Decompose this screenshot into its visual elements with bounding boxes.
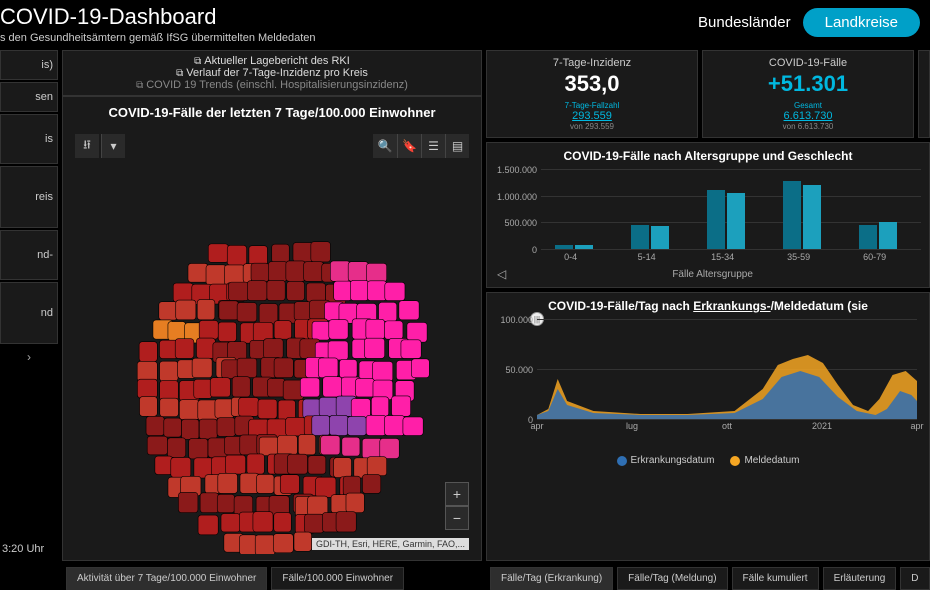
age-bar-chart: 1.500.0001.000.000500.00000-45-1415-3435…	[541, 169, 921, 249]
stat-sublabel: Gesamt	[707, 101, 909, 110]
map-tab[interactable]: Fälle/100.000 Einwohner	[271, 567, 404, 590]
stat-card-overflow	[918, 50, 930, 138]
link-trends[interactable]: ⧉COVID 19 Trends (einschl. Hospitalisier…	[71, 79, 473, 91]
zoom-out-button[interactable]: −	[445, 506, 469, 530]
map-select-icon[interactable]: ⭿	[75, 134, 99, 158]
age-chart-panel: COVID-19-Fälle nach Altersgruppe und Ges…	[486, 142, 930, 288]
stat-cases: COVID-19-Fälle +51.301 Gesamt 6.613.730 …	[702, 50, 914, 138]
chart-tabs: Fälle/Tag (Erkrankung)Fälle/Tag (Meldung…	[490, 567, 930, 590]
timeseries-title: COVID-19-Fälle/Tag nach Erkrankungs-/Mel…	[491, 299, 925, 313]
timeseries-chart: ||| 100.00050.0000aprlugott2021apr	[537, 319, 917, 439]
map-dropdown-icon[interactable]: ▾	[101, 134, 125, 158]
layers-icon[interactable]: ▤	[445, 134, 469, 158]
stat-incidence: 7-Tage-Inzidenz 353,0 7-Tage-Fallzahl 29…	[486, 50, 698, 138]
chart-tab[interactable]: Fälle kumuliert	[732, 567, 819, 590]
map-title: COVID-19-Fälle der letzten 7 Tage/100.00…	[63, 97, 481, 128]
chart-tab[interactable]: D	[900, 567, 929, 590]
popout-icon: ⧉	[136, 80, 143, 91]
link-verlauf[interactable]: ⧉Verlauf der 7-Tage-Inzidenz pro Kreis	[71, 67, 473, 79]
nav-bundeslaender[interactable]: Bundesländer	[698, 14, 791, 31]
sidebar-item[interactable]: is	[0, 114, 58, 164]
page-subtitle: s den Gesundheitsämtern gemäß IfSG überm…	[0, 32, 316, 44]
stat-subvalue[interactable]: 6.613.730	[707, 110, 909, 122]
chart-footer-label: Fälle Altersgruppe	[672, 269, 753, 280]
chart-tab[interactable]: Erläuterung	[823, 567, 897, 590]
sidebar: is) sen is reis nd- nd › 3:20 Uhr	[0, 50, 58, 561]
age-chart-title: COVID-19-Fälle nach Altersgruppe und Ges…	[491, 149, 925, 163]
timeseries-panel: COVID-19-Fälle/Tag nach Erkrankungs-/Mel…	[486, 292, 930, 561]
stat-label: 7-Tage-Inzidenz	[491, 57, 693, 69]
stat-sublabel: 7-Tage-Fallzahl	[491, 101, 693, 110]
chart-tab[interactable]: Fälle/Tag (Erkrankung)	[490, 567, 613, 590]
sidebar-item[interactable]: nd	[0, 282, 58, 344]
stat-subvalue[interactable]: 293.559	[491, 110, 693, 122]
link-lagebericht[interactable]: ⧉Aktueller Lagebericht des RKI	[71, 55, 473, 67]
update-timestamp: 3:20 Uhr	[0, 537, 58, 561]
sidebar-item[interactable]: sen	[0, 82, 58, 112]
sidebar-item[interactable]: reis	[0, 166, 58, 228]
stat-value: 353,0	[491, 71, 693, 97]
map-attribution: GDI-TH, Esri, HERE, Garmin, FAO,...	[312, 538, 469, 550]
search-icon[interactable]: 🔍	[373, 134, 397, 158]
stat-subnote: von 293.559	[491, 122, 693, 131]
legend-erkrankung: Erkrankungsdatum	[617, 455, 715, 466]
chart-prev-icon[interactable]: ◁	[497, 267, 506, 281]
popout-icon: ⧉	[176, 68, 183, 79]
sidebar-expand-icon[interactable]: ›	[0, 346, 58, 368]
zoom-in-button[interactable]: +	[445, 482, 469, 506]
nav-landkreise[interactable]: Landkreise	[803, 8, 920, 37]
stat-subnote: von 6.613.730	[707, 122, 909, 131]
chart-tab[interactable]: Fälle/Tag (Meldung)	[617, 567, 727, 590]
legend-meldung: Meldedatum	[730, 455, 799, 466]
legend-icon[interactable]: ☰	[421, 134, 445, 158]
popout-icon: ⧉	[194, 56, 201, 67]
map-tab[interactable]: Aktivität über 7 Tage/100.000 Einwohner	[66, 567, 267, 590]
map-tabs: Aktivität über 7 Tage/100.000 EinwohnerF…	[66, 567, 482, 590]
bookmark-icon[interactable]: 🔖	[397, 134, 421, 158]
sidebar-item[interactable]: nd-	[0, 230, 58, 280]
stat-label: COVID-19-Fälle	[707, 57, 909, 69]
stat-value: +51.301	[707, 71, 909, 97]
sidebar-item[interactable]: is)	[0, 50, 58, 80]
map[interactable]: ⭿ ▾ 🔍 🔖 ☰ ▤ + − GDI-TH, Esri, HERE, Garm…	[69, 128, 475, 554]
page-title: COVID-19-Dashboard	[0, 4, 316, 30]
